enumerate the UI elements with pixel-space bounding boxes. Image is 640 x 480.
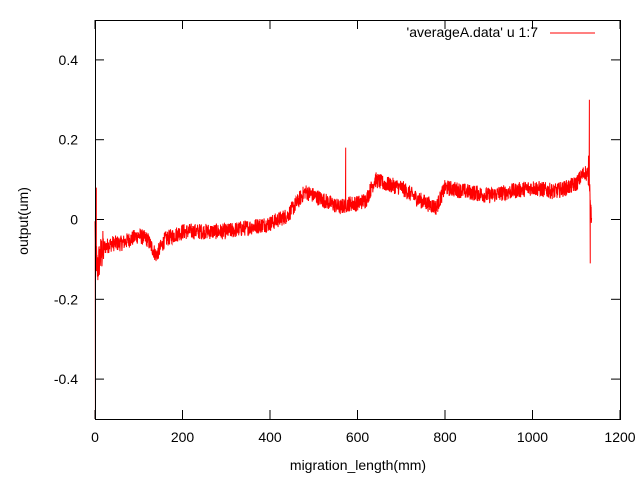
y-tick-label: -0.2 (54, 291, 78, 307)
y-tick-label: 0.4 (59, 52, 79, 68)
x-tick-label: 600 (346, 429, 370, 445)
y-tick-label: -0.4 (54, 371, 78, 387)
x-tick-label: 800 (433, 429, 457, 445)
y-axis-ticks: -0.4 -0.2 0 0.2 0.4 (54, 52, 620, 387)
y-tick-label: 0.2 (59, 132, 79, 148)
plot-frame (95, 20, 621, 420)
legend: 'averageA.data' u 1:7 (407, 24, 595, 40)
series-line-averageA (94, 99, 593, 420)
plot-area (94, 99, 593, 420)
legend-label: 'averageA.data' u 1:7 (407, 24, 539, 40)
y-tick-label: 0 (70, 212, 78, 228)
x-axis-ticks: 0 200 400 600 800 1000 1200 (91, 20, 636, 445)
x-tick-label: 1200 (604, 429, 635, 445)
y-axis-label: output(um) (15, 187, 31, 255)
x-tick-label: 1000 (517, 429, 548, 445)
x-tick-label: 0 (91, 429, 99, 445)
x-tick-label: 400 (258, 429, 282, 445)
x-axis-label: migration_length(mm) (290, 457, 426, 473)
x-tick-label: 200 (171, 429, 195, 445)
